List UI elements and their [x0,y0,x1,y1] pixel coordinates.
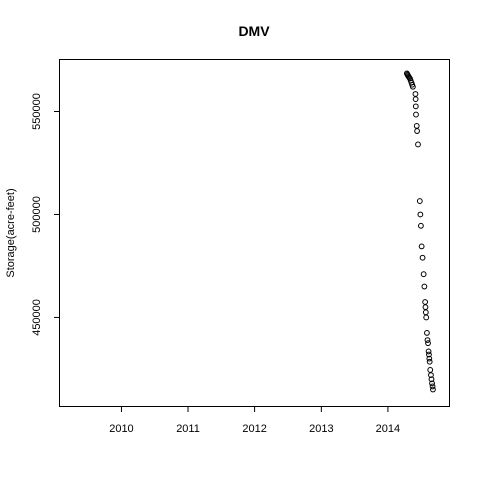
data-point [428,372,434,379]
data-point [418,243,425,250]
data-point [416,198,423,204]
data-point [415,141,421,148]
data-point [428,376,435,383]
data-point [418,222,424,229]
data-point [412,91,419,97]
data-point [412,96,419,103]
data-point [424,329,430,336]
data-point [422,304,429,311]
data-point [422,309,429,316]
x-tick-label: 2014 [376,423,400,435]
data-point [426,351,432,358]
plot-frame [59,59,450,407]
data-point [419,254,426,261]
x-tick-label: 2011 [176,423,200,435]
y-tick-label: 500000 [31,196,43,233]
data-point [426,355,433,362]
data-point [413,123,420,129]
data-points [403,70,436,393]
data-point [425,348,432,355]
x-tick-label: 2013 [309,423,333,435]
data-point [429,383,436,390]
data-point [420,271,427,278]
data-point [413,111,419,118]
data-point [406,74,413,81]
y-tick-label: 450000 [31,299,43,336]
data-point [425,340,431,347]
data-point [430,386,436,393]
y-tick-label: 550000 [31,93,43,130]
data-point [422,299,429,305]
data-point [429,380,435,387]
data-point [414,128,420,134]
data-point [423,314,430,321]
data-point [421,283,428,290]
x-tick-label: 2012 [242,423,266,435]
chart-title: DMV [238,23,270,39]
y-axis-label: Storage(acre-feet) [5,188,17,277]
x-tick-label: 2010 [109,423,133,435]
data-point [409,83,416,90]
data-point [417,211,424,218]
data-point [424,337,431,343]
data-point [426,358,433,365]
data-point [427,367,434,373]
data-point [412,103,419,110]
y-axis: 450000 500000 550000 [31,93,60,336]
x-axis: 2010 2011 2012 2013 2014 [109,406,400,435]
